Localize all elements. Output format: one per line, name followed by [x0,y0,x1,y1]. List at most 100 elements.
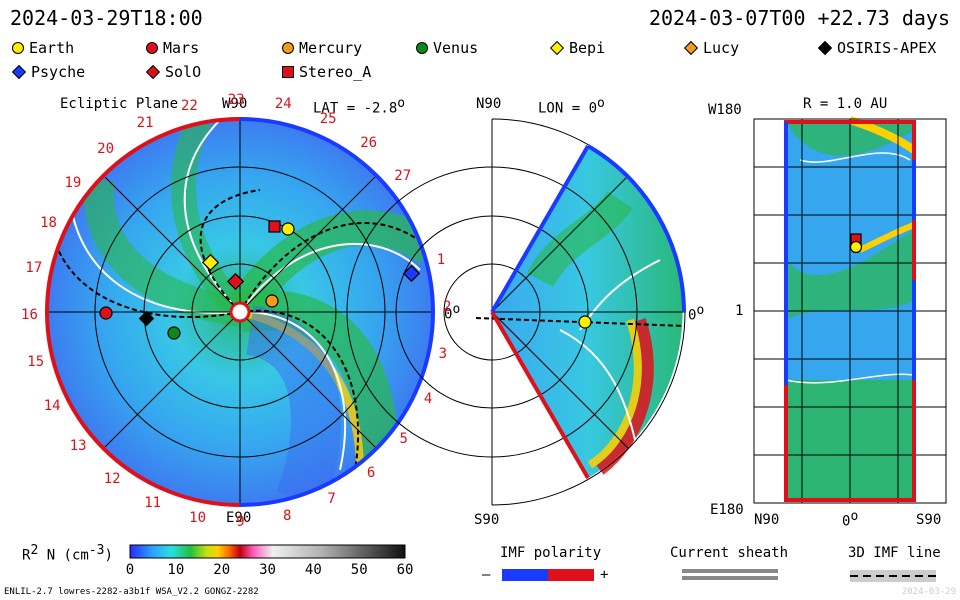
n90-label: N90 [476,96,502,112]
legend-label: Mars [163,39,200,57]
sector-label: 5 [399,431,408,448]
legend-label: Psyche [31,63,86,81]
radial-map-plot [753,116,947,504]
legend-label: Lucy [703,39,740,57]
mars-marker [99,306,113,320]
radial-mid-label: 1 [735,303,744,319]
sector-label: 21 [136,114,154,131]
sector-label: 1 [436,251,446,268]
meridional-zero-label: 0o [688,303,705,324]
earth-marker-radial [849,240,863,254]
sector-label: 3 [438,345,448,362]
ecliptic-zero-label: 0o [444,302,461,323]
sector-label: 12 [103,470,121,487]
sector-label: 9 [236,513,245,530]
legend-label: Venus [433,39,479,57]
sector-label: 27 [394,168,412,185]
imf-polarity-title: IMF polarity [500,545,602,561]
legend-label: SolO [165,63,202,81]
circle-icon [282,42,294,54]
legend-label: Bepi [569,39,606,57]
s90-label: S90 [474,512,500,528]
square-icon [282,66,294,78]
legend-item-mars: Mars [146,39,199,57]
earth-marker-meridional [578,315,592,329]
colorbar-tick: 10 [167,562,185,578]
colorbar-title: R2 N (cm-3) [22,543,113,564]
sector-label: 13 [69,437,87,454]
w180-label: W180 [708,102,742,118]
sector-label: 18 [40,215,57,232]
run-datetime: 2024-03-07T00 +22.73 days [648,6,950,30]
mercury-marker [265,294,279,308]
imf-minus-label: – [482,567,491,583]
colorbar-tick: 0 [125,562,135,578]
sector-label: 23 [227,92,245,109]
colorbar-tick: 60 [396,562,414,578]
imf-line-title: 3D IMF line [848,545,941,561]
venus-marker [167,326,181,340]
radial-zero-label: 0o [842,509,859,530]
sector-label: 17 [25,260,43,277]
legend-label: Earth [29,39,75,57]
imf-plus-label: + [600,567,609,583]
colorbar-tick: 50 [350,562,368,578]
sector-label: 7 [327,491,336,508]
legend-item-bepi: Bepi [549,39,606,57]
legend-label: OSIRIS-APEX [837,39,937,57]
current-sheath-title: Current sheath [670,545,789,561]
osiris-apex-marker [138,310,155,327]
lat-label: LAT = -2.8o [313,96,406,117]
legend-item-solo: SolO [145,63,202,81]
circle-icon [12,42,24,54]
legend-item-lucy: Lucy [683,39,740,57]
legend-item-mercury: Mercury [282,39,362,57]
radius-label: R = 1.0 AU [803,96,888,112]
sector-label: 11 [144,494,162,511]
sector-label: 4 [423,390,433,407]
ecliptic-title: Ecliptic Plane [60,96,179,112]
radial-s90-label: S90 [916,512,942,528]
colorbar-tick: 30 [259,562,276,578]
sector-label: 24 [274,96,292,113]
sector-label: 8 [283,507,292,524]
solo-marker [226,272,245,291]
bepi-marker [201,253,220,272]
sector-label: 10 [189,509,207,526]
e90-label: E90 [226,510,252,526]
sector-label: 14 [43,398,61,415]
footer-date: 2024-03-29 [901,587,956,597]
legend-item-stereo-a: Stereo_A [282,63,371,81]
meridional-plane-plot [346,118,686,506]
circle-icon [416,42,428,54]
legend-label: Mercury [299,39,363,57]
sector-label: 26 [360,135,378,152]
legend-item-psyche: Psyche [11,63,86,81]
colorbar-tick: 20 [213,562,231,578]
imf-positive-bar [548,569,594,581]
legend-item-venus: Venus [416,39,478,57]
sector-label: 22 [180,98,198,115]
sector-label: 19 [64,174,82,191]
sector-label: 6 [366,465,376,482]
w90-label: W90 [222,96,248,112]
colorbar-tick: 40 [304,562,322,578]
legend-item-earth: Earth [12,39,74,57]
radial-n90-label: N90 [754,512,780,528]
psyche-marker [402,264,421,283]
stereo-a-marker [268,220,281,233]
earth-marker [281,222,295,236]
sector-label: 25 [319,111,337,128]
lon-label: LON = 0o [538,96,605,117]
legend-label: Stereo_A [299,63,372,81]
circle-icon [146,42,158,54]
legend-item-osiris-apex: OSIRIS-APEX [817,39,937,57]
sector-label: 2 [442,298,452,315]
imf-negative-bar [502,569,548,581]
ecliptic-plane-plot [45,117,435,507]
footer-model-info: ENLIL-2.7 lowres-2282-a3b1f WSA_V2.2 GON… [4,587,259,597]
e180-label: E180 [710,502,744,518]
sector-label: 15 [27,354,45,371]
sector-label: 16 [21,307,38,324]
